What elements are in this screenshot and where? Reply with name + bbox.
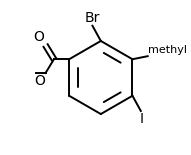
Text: methyl: methyl bbox=[148, 45, 187, 55]
Text: O: O bbox=[33, 30, 44, 44]
Text: I: I bbox=[140, 112, 144, 126]
Text: O: O bbox=[34, 74, 45, 88]
Text: Br: Br bbox=[85, 11, 100, 25]
